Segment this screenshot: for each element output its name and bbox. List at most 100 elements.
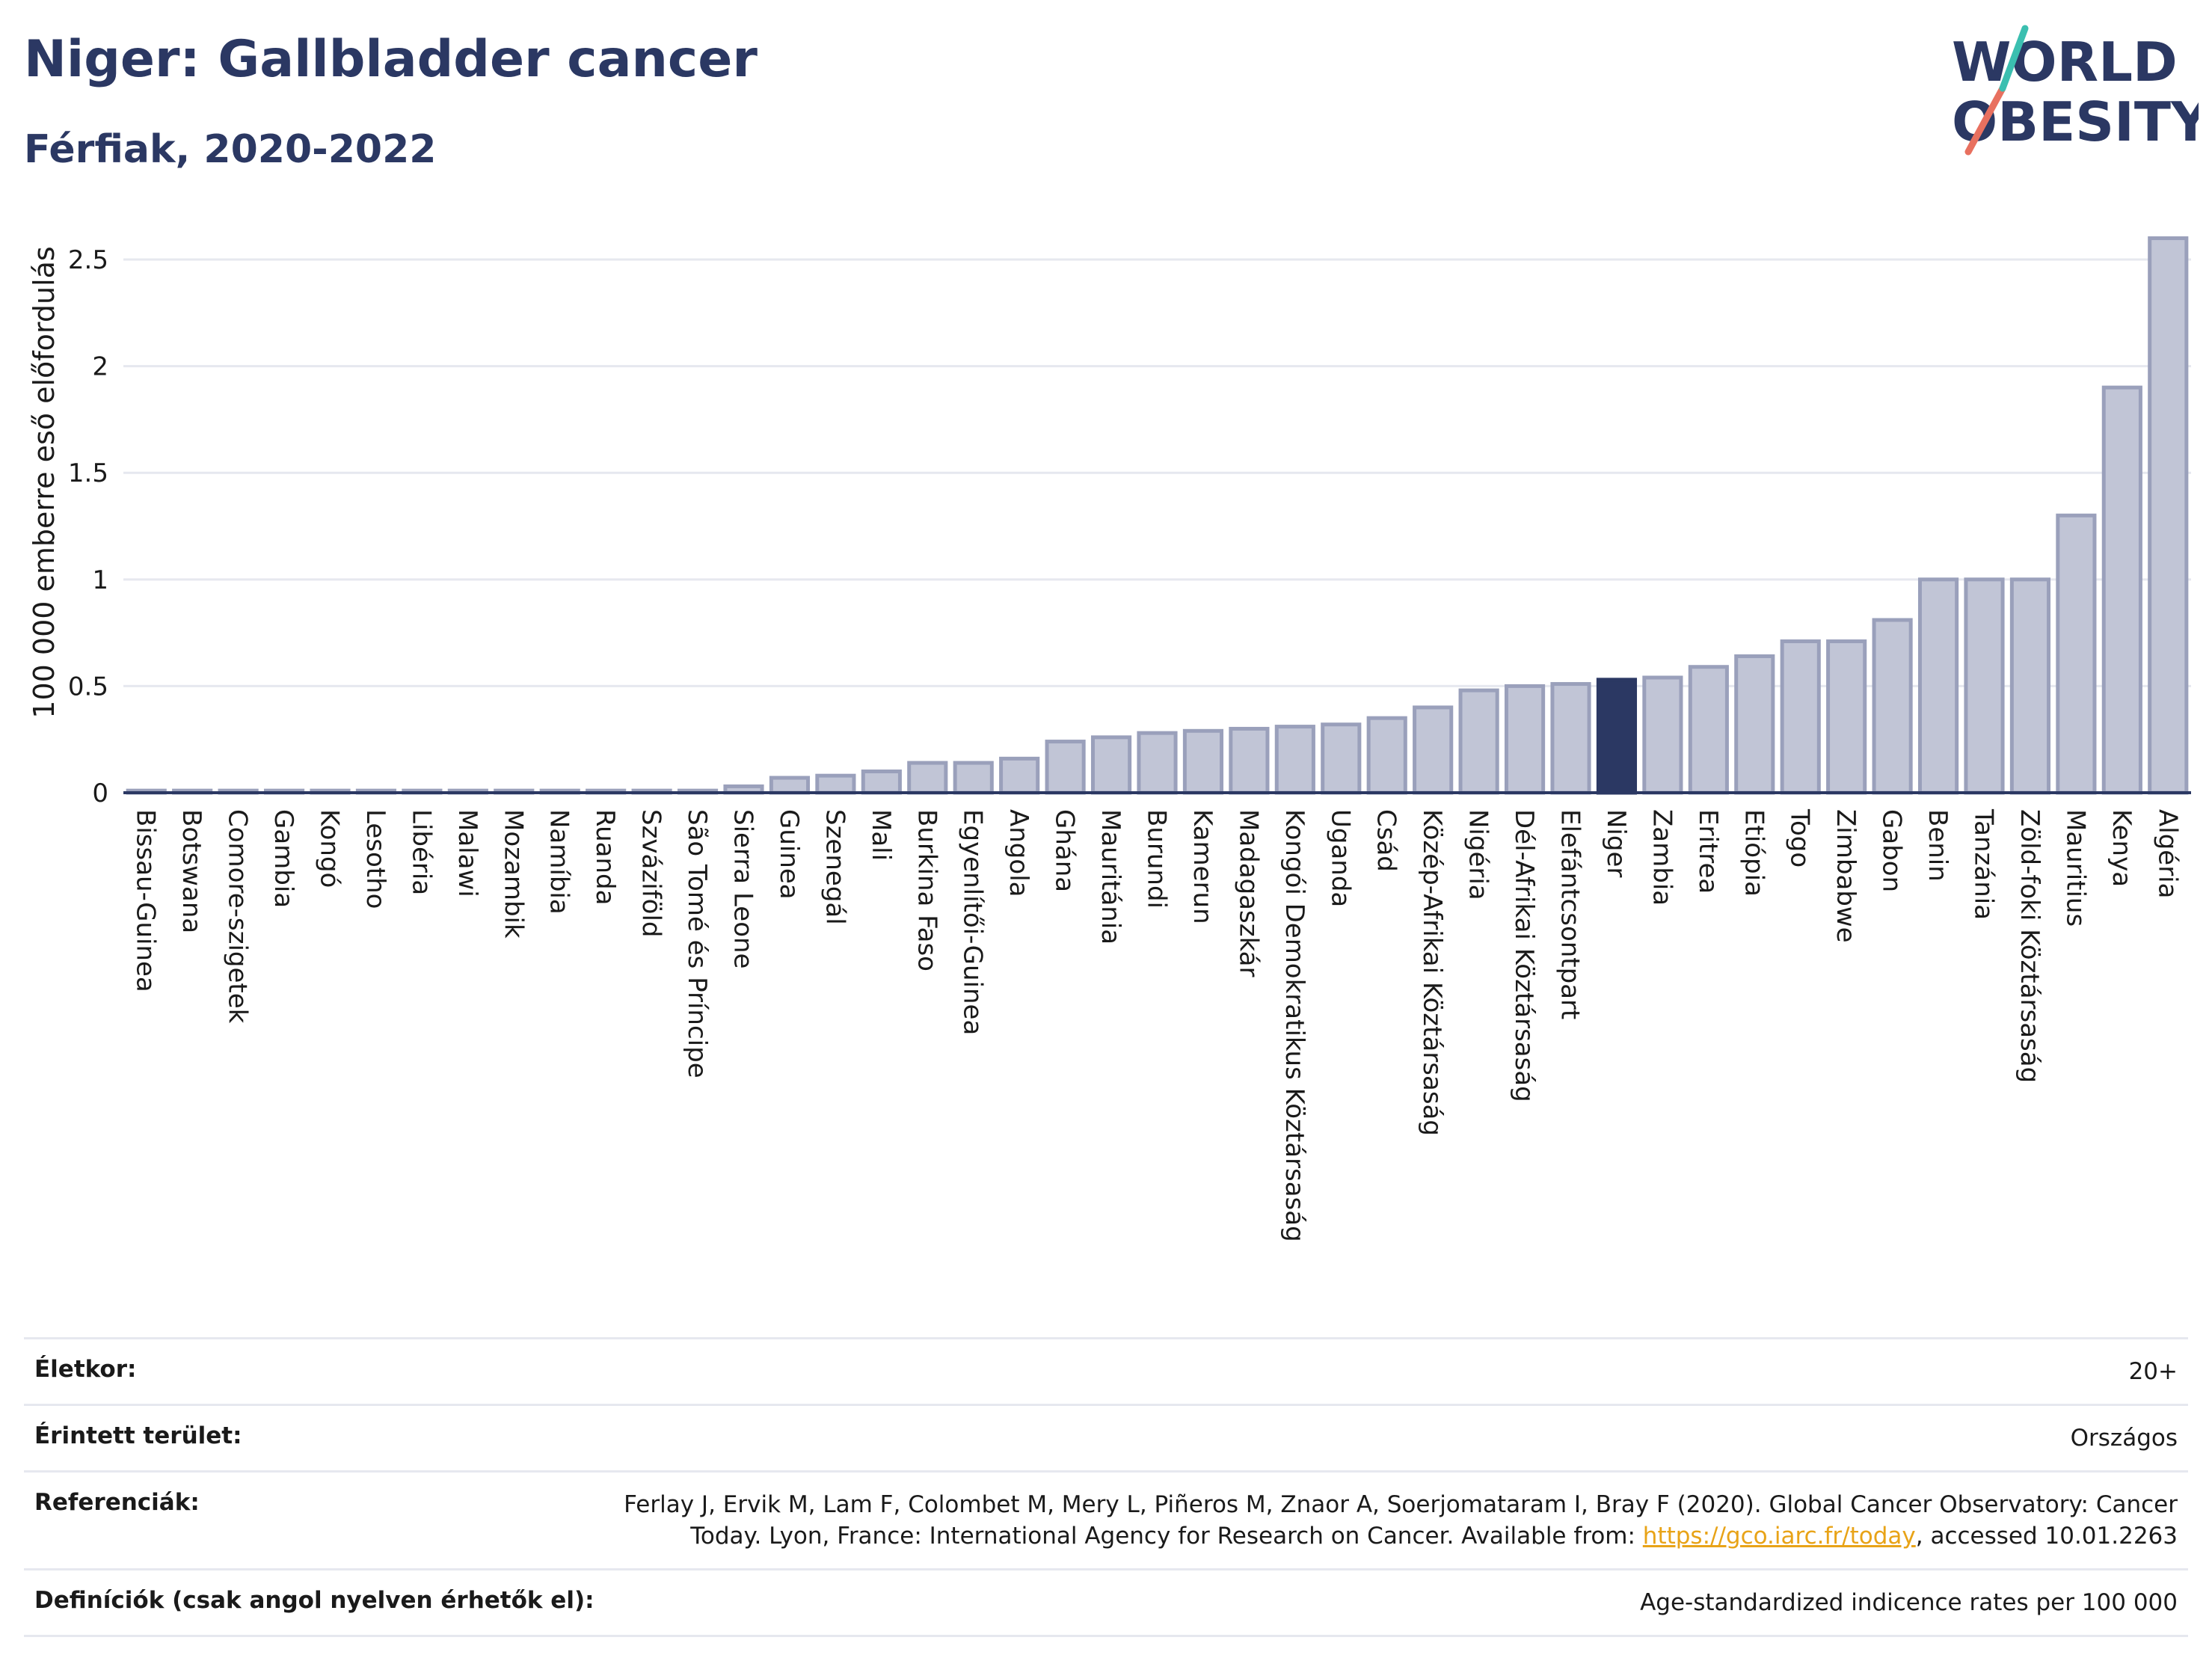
x-tick-label: Elefántcsontpart bbox=[1555, 809, 1585, 1019]
x-tick-label: Guinea bbox=[774, 809, 804, 900]
y-tick-label: 2.5 bbox=[68, 245, 108, 275]
info-value-references: Ferlay J, Ervik M, Lam F, Colombet M, Me… bbox=[607, 1489, 2178, 1552]
info-row-area: Érintett terület: Országos bbox=[24, 1404, 2188, 1470]
bar bbox=[907, 761, 948, 795]
world-obesity-logo: WORLD OBESITY bbox=[1952, 25, 2199, 156]
x-tick-label: Zöld-foki Köztársaság bbox=[2015, 809, 2044, 1083]
bar bbox=[1734, 654, 1775, 795]
x-tick-label: Niger bbox=[1601, 809, 1631, 877]
x-tick-label: Szenegál bbox=[820, 809, 850, 925]
bar bbox=[1550, 682, 1591, 795]
x-tick-label: Tanzánia bbox=[1969, 808, 1999, 920]
bar bbox=[1504, 684, 1546, 795]
x-tick-label: Csád bbox=[1371, 809, 1401, 872]
bar bbox=[2101, 385, 2142, 795]
x-tick-label: Burundi bbox=[1142, 809, 1172, 909]
bar bbox=[1366, 716, 1407, 795]
bar bbox=[1688, 665, 1729, 795]
chart-subtitle: Férfiak, 2020-2022 bbox=[24, 127, 437, 172]
y-axis-title: 100 000 emberre eső előfordulás bbox=[28, 246, 61, 718]
reference-text: Ferlay J, Ervik M, Lam F, Colombet M, Me… bbox=[624, 1491, 2178, 1550]
bar bbox=[1137, 731, 1178, 795]
bar bbox=[953, 761, 994, 795]
logo-line1: WORLD bbox=[1952, 31, 2178, 93]
x-tick-label: Burkina Faso bbox=[912, 809, 941, 971]
bar bbox=[1182, 728, 1224, 795]
x-tick-label: São Tomé és Príncipe bbox=[682, 809, 712, 1078]
x-tick-label: Dél-Afrikai Köztársaság bbox=[1509, 809, 1539, 1102]
info-row-age: Életkor: 20+ bbox=[24, 1337, 2188, 1404]
info-row-references: Referenciák: Ferlay J, Ervik M, Lam F, C… bbox=[24, 1470, 2188, 1568]
bar bbox=[2009, 577, 2051, 795]
info-row-definitions: Definíciók (csak angol nyelven érhetők e… bbox=[24, 1568, 2188, 1637]
x-tick-label: Szváziföld bbox=[636, 809, 666, 937]
chart-title: Niger: Gallbladder cancer bbox=[24, 30, 758, 89]
x-tick-label: Mali bbox=[866, 809, 896, 861]
x-tick-label: Comore-szigetek bbox=[223, 809, 253, 1024]
info-label-references: Referenciák: bbox=[34, 1489, 200, 1516]
x-tick-label: Mozambik bbox=[498, 809, 528, 939]
x-tick-label: Nigéria bbox=[1463, 809, 1493, 900]
x-tick-label: Egyenlítői-Guinea bbox=[958, 809, 988, 1035]
info-value-area: Országos bbox=[2070, 1425, 2178, 1452]
x-tick-label: Sierra Leone bbox=[728, 809, 758, 968]
bar bbox=[2056, 513, 2097, 795]
y-tick-label: 1 bbox=[92, 565, 108, 595]
bar bbox=[1917, 577, 1959, 795]
bar bbox=[815, 773, 856, 795]
y-tick-label: 1.5 bbox=[68, 458, 108, 488]
info-label-area: Érintett terület: bbox=[34, 1422, 242, 1449]
x-tick-label: Gabon bbox=[1877, 809, 1907, 892]
logo-slash-teal bbox=[1999, 25, 2029, 92]
x-tick-label: Ruanda bbox=[590, 809, 620, 905]
y-tick-label: 0.5 bbox=[68, 672, 108, 701]
x-tick-label: Namíbia bbox=[544, 809, 574, 915]
bar bbox=[1274, 725, 1315, 795]
info-value-age: 20+ bbox=[2128, 1358, 2178, 1385]
x-tick-label: Zimbabwe bbox=[1831, 809, 1861, 943]
bar bbox=[2148, 236, 2189, 795]
x-tick-label: Lesotho bbox=[360, 809, 390, 909]
bar bbox=[1321, 722, 1362, 795]
info-label-definitions: Definíciók (csak angol nyelven érhetők e… bbox=[34, 1587, 595, 1614]
x-tick-label: Madagaszkár bbox=[1233, 809, 1263, 977]
y-tick-label: 2 bbox=[92, 352, 108, 382]
x-tick-label: Kenya bbox=[2107, 809, 2136, 887]
x-tick-label: Kongó bbox=[315, 809, 345, 888]
bar bbox=[769, 776, 811, 795]
x-tick-label: Kongói Demokratikus Köztársaság bbox=[1279, 809, 1309, 1242]
y-tick-label: 0 bbox=[92, 779, 108, 808]
bar bbox=[861, 769, 902, 795]
info-value-definitions: Age-standardized indicence rates per 100… bbox=[1640, 1589, 2178, 1616]
reference-link[interactable]: https://gco.iarc.fr/today bbox=[1642, 1523, 1916, 1550]
info-label-age: Életkor: bbox=[34, 1356, 137, 1383]
x-tick-label: Közép-Afrikai Köztársaság bbox=[1417, 809, 1447, 1136]
bar bbox=[1413, 705, 1454, 795]
info-table: Életkor: 20+ Érintett terület: Országos … bbox=[24, 1337, 2188, 1637]
x-tick-label: Mauritánia bbox=[1096, 809, 1125, 945]
bar bbox=[1964, 577, 2005, 795]
bar bbox=[1780, 639, 1821, 795]
x-tick-label: Ghána bbox=[1050, 809, 1080, 892]
x-tick-label: Zambia bbox=[1647, 809, 1677, 906]
x-tick-label: Algéria bbox=[2152, 809, 2182, 898]
bar-highlight bbox=[1596, 678, 1638, 795]
reference-suffix: , accessed 10.01.2263 bbox=[1915, 1523, 2178, 1550]
x-tick-label: Angola bbox=[1004, 809, 1033, 897]
x-tick-label: Gambia bbox=[268, 809, 298, 908]
x-tick-label: Benin bbox=[1923, 809, 1953, 882]
bar bbox=[1826, 639, 1867, 795]
logo-slash-red bbox=[1964, 85, 2006, 156]
x-tick-label: Etiópia bbox=[1739, 809, 1769, 897]
bar bbox=[1642, 675, 1683, 795]
x-tick-label: Bissau-Guinea bbox=[131, 809, 161, 992]
x-tick-label: Eritrea bbox=[1693, 809, 1723, 894]
x-tick-label: Uganda bbox=[1325, 809, 1355, 907]
bar bbox=[1090, 735, 1132, 795]
x-tick-label: Malawi bbox=[452, 809, 482, 897]
x-tick-label: Togo bbox=[1785, 808, 1815, 868]
x-tick-label: Libéria bbox=[406, 809, 436, 895]
x-tick-label: Kamerun bbox=[1188, 809, 1217, 924]
x-tick-label: Mauritius bbox=[2060, 809, 2090, 927]
